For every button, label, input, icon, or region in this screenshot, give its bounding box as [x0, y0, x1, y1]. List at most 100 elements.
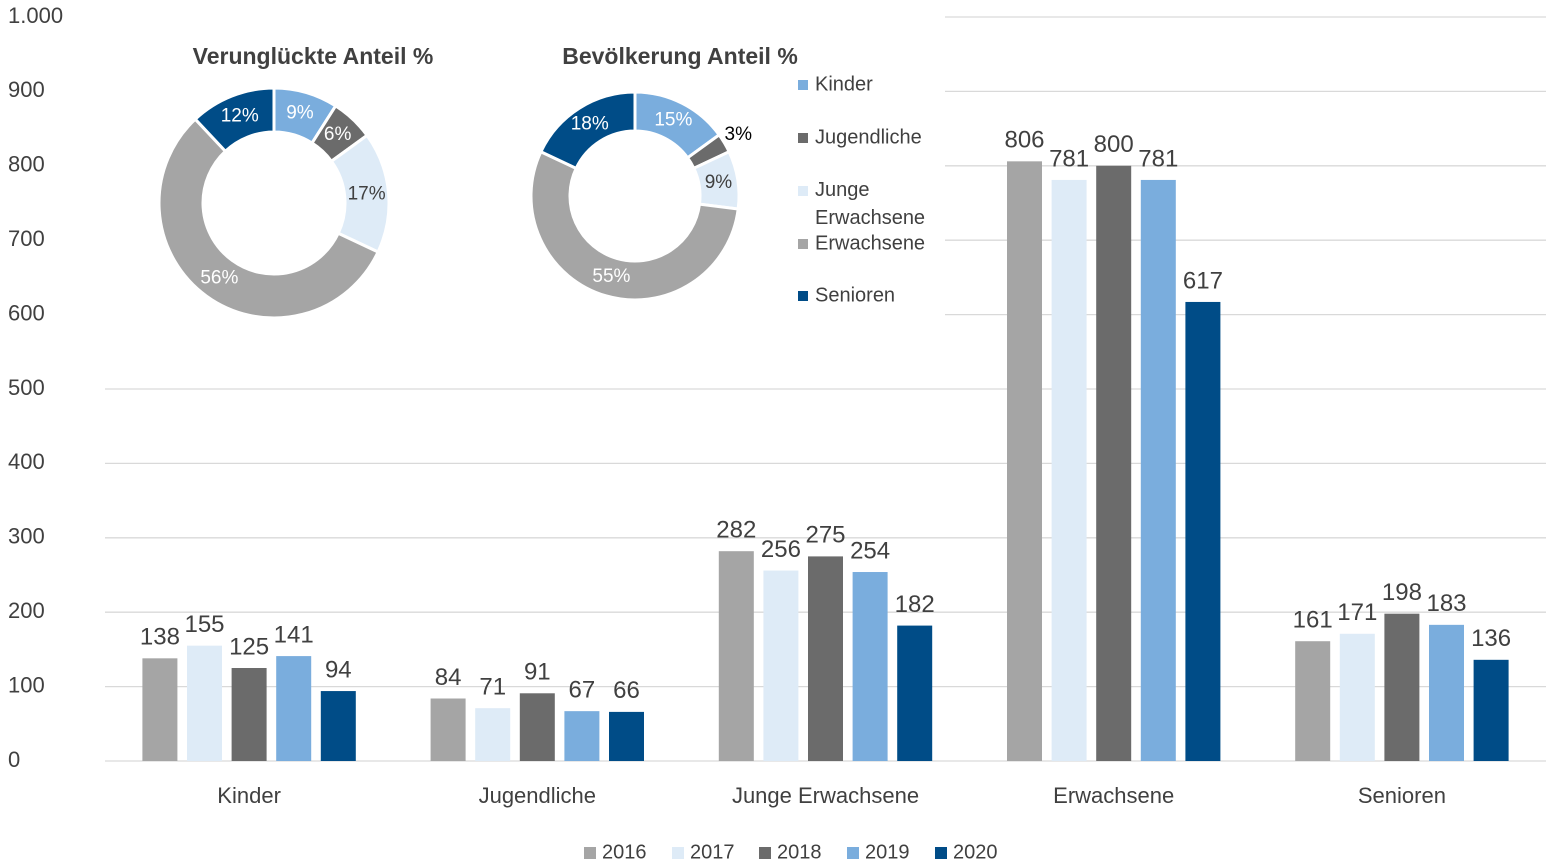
data-label: 91 — [524, 659, 551, 686]
legend-swatch — [798, 291, 808, 301]
legend-label: 2016 — [602, 841, 647, 863]
legend-label: 2018 — [777, 841, 822, 863]
y-tick-label: 500 — [8, 375, 45, 400]
donut-label: 6% — [324, 124, 352, 145]
bar — [1339, 633, 1375, 761]
legend-label: Kinder — [815, 73, 873, 95]
data-label: 67 — [569, 676, 596, 703]
data-label: 282 — [716, 517, 756, 544]
legend-label: Junge Erwachsene — [815, 179, 925, 229]
bar — [1473, 659, 1509, 761]
donut-slice — [157, 117, 381, 320]
data-label: 183 — [1426, 590, 1466, 617]
data-label: 275 — [805, 522, 845, 549]
y-tick-label: 600 — [8, 300, 45, 325]
legend-swatch — [759, 847, 771, 859]
bar — [1007, 161, 1042, 761]
data-label: 198 — [1382, 579, 1422, 606]
legend-swatch — [798, 239, 808, 249]
data-label: 161 — [1293, 607, 1333, 634]
legend-label: 2020 — [953, 841, 998, 863]
bar — [1384, 613, 1420, 761]
bar — [718, 551, 754, 761]
donut-title: Bevölkerung Anteil % — [562, 43, 798, 69]
legend-label: 2019 — [865, 841, 910, 863]
data-label: 256 — [761, 536, 801, 563]
data-label: 84 — [435, 664, 462, 691]
legend-label: 2017 — [690, 841, 735, 863]
data-label: 800 — [1094, 131, 1134, 158]
y-tick-label: 700 — [8, 226, 45, 251]
data-label: 182 — [895, 591, 935, 618]
legend-swatch — [584, 847, 596, 859]
legend-swatch — [798, 186, 808, 196]
bar — [519, 693, 555, 761]
data-label: 254 — [850, 537, 890, 564]
x-tick-label: Jugendliche — [479, 783, 596, 808]
legend-label: Erwachsene — [815, 232, 925, 254]
data-label: 781 — [1049, 145, 1089, 172]
bar — [852, 572, 888, 761]
donut-label: 17% — [348, 183, 386, 204]
donut-slice — [193, 86, 276, 154]
bar — [897, 625, 933, 761]
bar — [1051, 179, 1087, 761]
y-tick-label: 0 — [8, 747, 20, 772]
data-label: 66 — [613, 677, 640, 704]
x-tick-label: Senioren — [1358, 783, 1446, 808]
y-tick-label: 400 — [8, 449, 45, 474]
y-tick-label: 200 — [8, 598, 45, 623]
donut-label: 15% — [654, 110, 692, 131]
donut-slice — [538, 90, 637, 171]
legend-swatch — [847, 847, 859, 859]
data-label: 125 — [229, 633, 269, 660]
bar — [564, 711, 600, 761]
legend-label: Senioren — [815, 284, 895, 306]
data-label: 171 — [1337, 599, 1377, 626]
donut-label: 9% — [286, 103, 314, 124]
bar — [231, 668, 267, 761]
legend-swatch — [672, 847, 684, 859]
x-tick-label: Erwachsene — [1053, 783, 1174, 808]
donut-slice — [529, 149, 740, 302]
bar — [142, 658, 178, 761]
donut-label: 3% — [725, 124, 753, 145]
legend-swatch — [798, 133, 808, 143]
legend-label: Jugendliche — [815, 126, 922, 148]
bar — [1096, 165, 1132, 762]
data-label: 617 — [1183, 267, 1223, 294]
bar — [320, 691, 356, 761]
bar — [430, 698, 466, 761]
data-label: 138 — [140, 624, 180, 651]
x-tick-label: Kinder — [217, 783, 281, 808]
bar — [1295, 641, 1331, 761]
donut-label: 9% — [705, 172, 733, 193]
bar — [808, 556, 843, 761]
y-tick-label: 800 — [8, 152, 45, 177]
x-tick-label: Junge Erwachsene — [732, 783, 919, 808]
data-label: 136 — [1471, 625, 1511, 652]
donut-label: 12% — [221, 106, 259, 127]
donut-title: Verunglückte Anteil % — [193, 43, 434, 69]
data-label: 155 — [184, 611, 224, 638]
bar — [763, 570, 799, 761]
y-tick-label: 300 — [8, 524, 45, 549]
bar — [276, 656, 312, 761]
bar — [609, 711, 644, 761]
bar — [187, 645, 222, 761]
data-label: 806 — [1004, 127, 1044, 154]
data-label: 71 — [479, 674, 506, 701]
y-tick-label: 1.000 — [8, 3, 63, 28]
legend-swatch — [935, 847, 947, 859]
data-label: 781 — [1138, 145, 1178, 172]
y-tick-label: 100 — [8, 672, 45, 697]
data-label: 141 — [274, 621, 314, 648]
data-label: 94 — [325, 656, 352, 683]
bar — [475, 708, 511, 761]
y-tick-label: 900 — [8, 77, 45, 102]
bar — [1140, 179, 1176, 761]
legend-swatch — [798, 80, 808, 90]
bar — [1429, 624, 1464, 761]
bar — [1185, 301, 1221, 761]
